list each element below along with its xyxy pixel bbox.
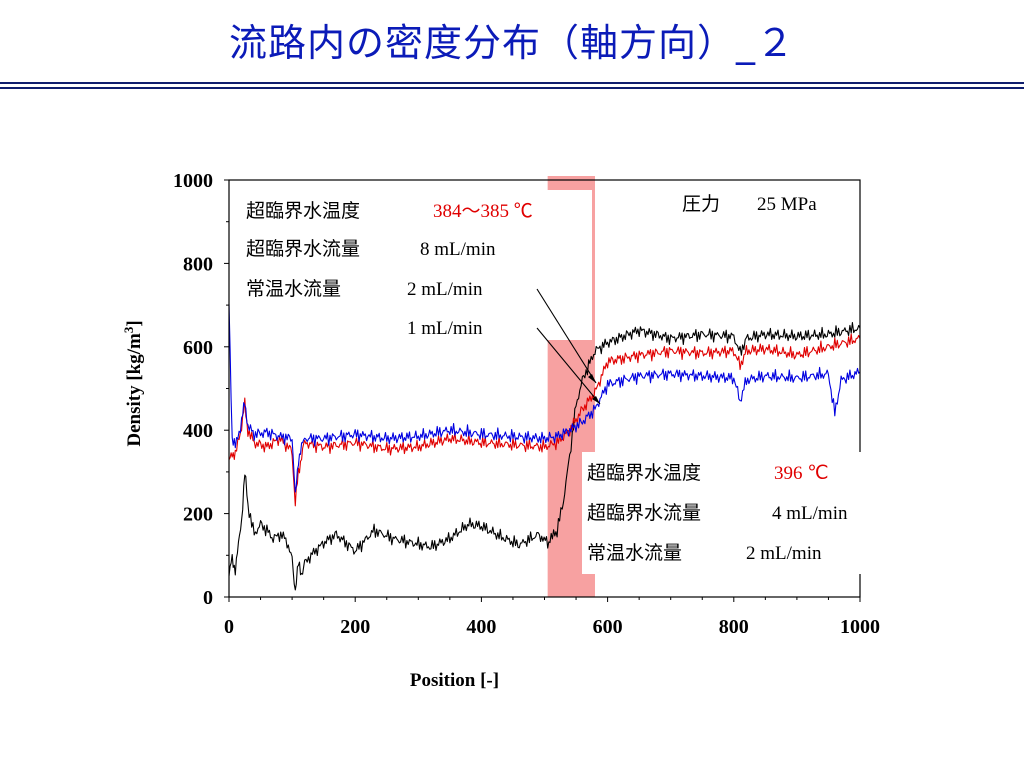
annotation-top-value: 1 mL/min xyxy=(407,318,483,339)
annotation-arrow-1ml xyxy=(536,327,601,405)
annotation-bottom-label: 常温水流量 xyxy=(587,542,682,564)
annotation-bottom-label: 超臨界水流量 xyxy=(587,502,701,524)
annotation-pressure-value: 25 MPa xyxy=(757,194,817,215)
x-tick-label: 0 xyxy=(224,616,234,638)
y-tick-label: 400 xyxy=(183,420,213,442)
annotation-top-value: 8 mL/min xyxy=(420,239,496,260)
y-tick-label: 600 xyxy=(183,337,213,359)
x-tick-label: 600 xyxy=(593,616,623,638)
y-tick-label: 200 xyxy=(183,504,213,526)
annotation-bottom-label: 超臨界水温度 xyxy=(587,462,701,484)
annotation-arrowhead-2ml xyxy=(588,374,596,383)
annotation-pressure-label: 圧力 xyxy=(682,193,720,215)
slide-title: 流路内の密度分布（軸方向）_２ xyxy=(228,21,795,65)
x-tick-label: 1000 xyxy=(840,616,880,638)
y-tick-label: 1000 xyxy=(173,170,213,192)
y-axis-title: Density [kg/m3] xyxy=(121,320,145,446)
series-line-1 xyxy=(228,322,861,591)
title-divider-top xyxy=(0,82,1024,84)
annotation-top-value: 2 mL/min xyxy=(407,279,483,300)
annotation-top-box xyxy=(240,190,592,340)
annotation-top-label: 常温水流量 xyxy=(246,278,341,300)
title-divider-bottom xyxy=(0,87,1024,89)
x-axis-title: Position [-] xyxy=(410,670,499,691)
y-tick-label: 0 xyxy=(203,587,213,609)
x-tick-label: 200 xyxy=(340,616,370,638)
annotation-top-value: 384～385 ℃ xyxy=(433,201,533,222)
annotation-bottom-value: 2 mL/min xyxy=(746,543,822,564)
x-tick-label: 800 xyxy=(719,616,749,638)
annotation-arrowhead-1ml xyxy=(592,396,600,404)
annotation-bottom-value: 4 mL/min xyxy=(772,503,848,524)
annotation-top-label: 超臨界水温度 xyxy=(246,200,360,222)
annotation-top-label: 超臨界水流量 xyxy=(246,238,360,260)
series-line-3 xyxy=(228,304,861,493)
y-tick-label: 800 xyxy=(183,253,213,275)
series-line-2 xyxy=(228,333,861,507)
annotation-bottom-value: 396 ℃ xyxy=(774,463,829,484)
annotation-bottom-box xyxy=(582,452,890,574)
annotation-arrow-2ml xyxy=(536,288,597,384)
x-tick-label: 400 xyxy=(466,616,496,638)
